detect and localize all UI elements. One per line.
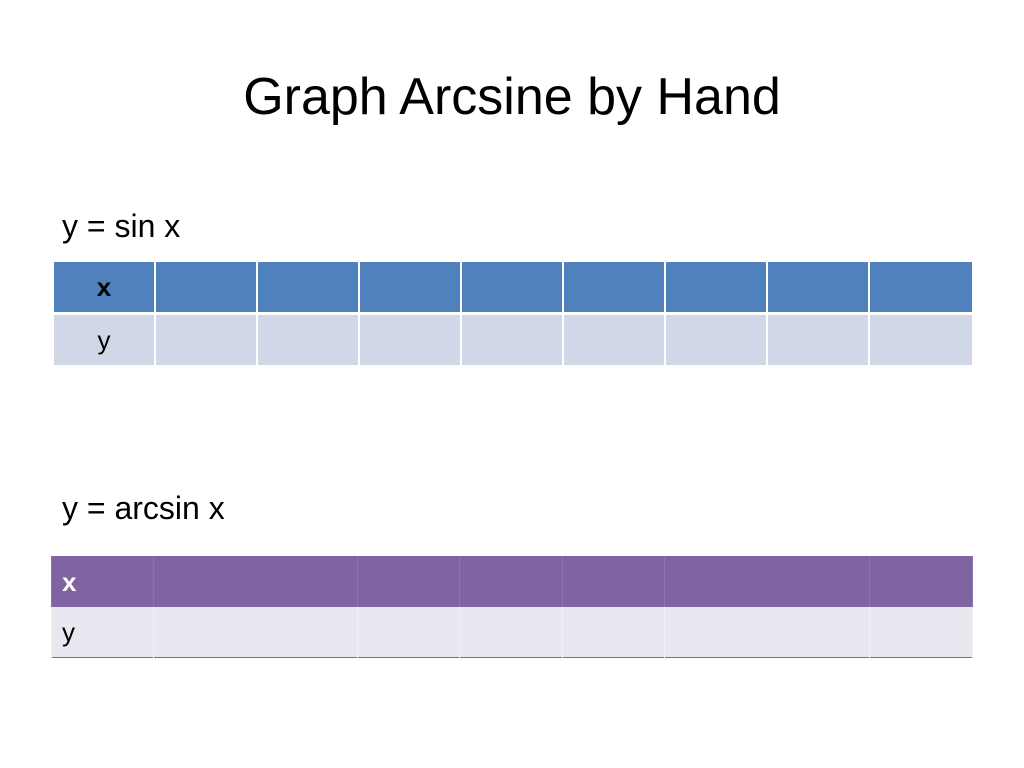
sin-table-x-cell[interactable] [766, 262, 870, 315]
sin-table-y-cell[interactable] [868, 313, 974, 368]
arcsin-table-y-cell[interactable] [459, 607, 563, 658]
arcsin-table-x-cell[interactable] [561, 556, 665, 607]
arcsin-table-y-cell[interactable] [357, 607, 461, 658]
sin-table-x-cell[interactable] [358, 262, 462, 315]
arcsin-table-y-cell[interactable] [153, 607, 359, 658]
arcsin-table-x-cell[interactable] [153, 556, 359, 607]
arcsin-table-x-header: x [50, 556, 155, 607]
arcsin-table-y-row: y [50, 607, 974, 658]
sin-table-y-cell[interactable] [562, 313, 666, 368]
sin-table-x-cell[interactable] [562, 262, 666, 315]
arcsin-table-x-cell[interactable] [868, 556, 974, 607]
sin-value-table: x y [52, 262, 974, 368]
arcsin-table-x-cell[interactable] [459, 556, 563, 607]
arcsin-table-x-row: x [50, 556, 974, 607]
sin-table-x-cell[interactable] [154, 262, 258, 315]
arcsin-table-y-cell[interactable] [868, 607, 974, 658]
arcsin-equation-label: y = arcsin x [62, 490, 225, 526]
arcsin-table-y-header: y [50, 607, 155, 658]
sin-table-y-row: y [52, 313, 974, 368]
arcsin-table-x-cell[interactable] [357, 556, 461, 607]
slide-title: Graph Arcsine by Hand [243, 68, 781, 126]
sin-table-y-cell[interactable] [256, 313, 360, 368]
sin-table-y-header: y [52, 313, 156, 368]
arcsin-table-x-cell[interactable] [663, 556, 870, 607]
arcsin-table-y-cell[interactable] [663, 607, 870, 658]
sin-table-x-row: x [52, 262, 974, 315]
sin-table-x-cell[interactable] [664, 262, 768, 315]
arcsin-table-y-cell[interactable] [561, 607, 665, 658]
sin-table-y-cell[interactable] [664, 313, 768, 368]
sin-table-x-cell[interactable] [256, 262, 360, 315]
sin-table-y-cell[interactable] [460, 313, 564, 368]
sin-table-x-cell[interactable] [868, 262, 974, 315]
sin-table-y-cell[interactable] [358, 313, 462, 368]
sin-table-x-cell[interactable] [460, 262, 564, 315]
arcsin-value-table: x y [50, 556, 974, 658]
sin-table-y-cell[interactable] [154, 313, 258, 368]
sin-table-x-header: x [52, 262, 156, 315]
sin-equation-label: y = sin x [62, 208, 181, 244]
sin-table-y-cell[interactable] [766, 313, 870, 368]
